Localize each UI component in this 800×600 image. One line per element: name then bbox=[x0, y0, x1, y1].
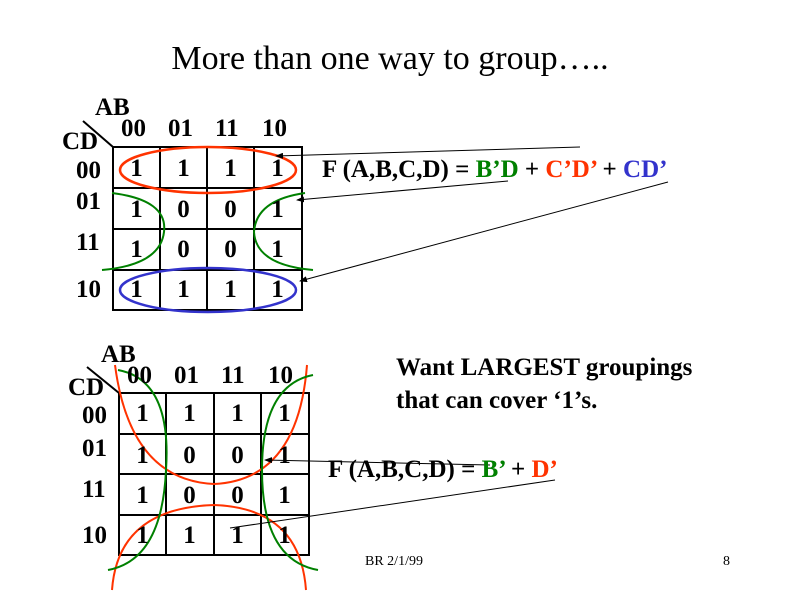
kmap-cell: 0 bbox=[183, 482, 196, 509]
kmap-cell: 0 bbox=[177, 196, 190, 223]
slide-title: More than one way to group….. bbox=[171, 40, 609, 77]
equation-top: F (A,B,C,D) = B’D + C’D’ + CD’ bbox=[322, 156, 667, 184]
kmap-bottom-row-label: 00 bbox=[82, 402, 107, 429]
kmap-bottom-col-label: 00 bbox=[127, 362, 152, 389]
equation-lhs: F (A,B,C,D) = bbox=[328, 456, 482, 483]
equation-lhs: F (A,B,C,D) = bbox=[322, 156, 476, 183]
kmap-cell: 1 bbox=[130, 196, 143, 223]
kmap-bottom-row-var: CD bbox=[68, 374, 105, 401]
kmap-bottom-col-label: 11 bbox=[221, 362, 245, 389]
kmap-cell: 1 bbox=[278, 442, 291, 469]
group-d-prime-top bbox=[114, 364, 308, 486]
kmap-cell: 1 bbox=[183, 400, 196, 427]
footer-author-date: BR 2/1/99 bbox=[365, 554, 423, 569]
kmap-bottom-col-label: 10 bbox=[268, 362, 293, 389]
group-b-prime-left bbox=[107, 369, 168, 571]
kmap-bottom-grid bbox=[86, 366, 310, 556]
kmap-cell: 1 bbox=[130, 236, 143, 263]
kmap-cell: 1 bbox=[130, 155, 143, 182]
kmap-cell: 0 bbox=[177, 236, 190, 263]
plus: + bbox=[518, 156, 546, 183]
kmap-top-row-label: 01 bbox=[76, 188, 101, 215]
kmap-cell: 1 bbox=[136, 400, 149, 427]
kmap-cell: 1 bbox=[224, 276, 237, 303]
kmap-cell: 0 bbox=[231, 442, 244, 469]
kmap-top-col-label: 10 bbox=[262, 115, 287, 142]
kmap-cell: 1 bbox=[136, 482, 149, 509]
kmap-cell: 0 bbox=[231, 482, 244, 509]
kmap-bottom-col-var: AB bbox=[101, 341, 136, 368]
kmap-cell: 1 bbox=[271, 236, 284, 263]
kmap-top-row-var: CD bbox=[62, 128, 99, 155]
term-cdprime: CD’ bbox=[623, 156, 668, 183]
kmap-cell: 1 bbox=[136, 442, 149, 469]
kmap-cell: 1 bbox=[224, 155, 237, 182]
page-number: 8 bbox=[723, 554, 730, 569]
kmap-top-grid bbox=[82, 120, 303, 311]
kmap-cell: 1 bbox=[177, 155, 190, 182]
kmap-cell: 1 bbox=[278, 522, 291, 549]
term-bd: B’D bbox=[475, 156, 519, 183]
group-cd-prime-top bbox=[118, 145, 298, 195]
kmap-cell: 1 bbox=[271, 276, 284, 303]
note-line-1: Want LARGEST groupings bbox=[396, 354, 693, 381]
term-bprime: B’ bbox=[481, 456, 505, 483]
plus: + bbox=[504, 456, 532, 483]
kmap-top-row-label: 10 bbox=[76, 276, 101, 303]
kmap-cell: 1 bbox=[278, 482, 291, 509]
group-bd-right bbox=[252, 192, 314, 271]
kmap-bottom-row-label: 01 bbox=[82, 435, 107, 462]
kmap-cell: 1 bbox=[231, 522, 244, 549]
kmap-cell: 0 bbox=[224, 236, 237, 263]
group-d-prime-bottom bbox=[111, 503, 307, 591]
kmap-top-col-label: 01 bbox=[168, 115, 193, 142]
kmap-top-row-label: 00 bbox=[76, 157, 101, 184]
group-b-prime-right bbox=[260, 374, 319, 571]
group-cd-prime-bottom bbox=[118, 266, 298, 314]
kmap-cell: 1 bbox=[231, 400, 244, 427]
kmap-cell: 1 bbox=[130, 276, 143, 303]
kmap-top-col-label: 11 bbox=[215, 115, 239, 142]
kmap-cell: 1 bbox=[183, 522, 196, 549]
kmap-bottom-row-label: 10 bbox=[82, 522, 107, 549]
kmap-top-col-label: 00 bbox=[121, 115, 146, 142]
group-bd-left bbox=[101, 192, 166, 271]
term-cprime-dprime: C’D’ bbox=[545, 156, 597, 183]
kmap-top-row-label: 11 bbox=[76, 229, 100, 256]
kmap-bottom-col-label: 01 bbox=[174, 362, 199, 389]
kmap-cell: 0 bbox=[183, 442, 196, 469]
kmap-cell: 1 bbox=[136, 522, 149, 549]
plus: + bbox=[596, 156, 624, 183]
kmap-cell: 1 bbox=[271, 155, 284, 182]
kmap-cell: 1 bbox=[278, 400, 291, 427]
note-line-2: that can cover ‘1’s. bbox=[396, 387, 598, 414]
term-dprime: D’ bbox=[531, 456, 558, 483]
equation-bottom: F (A,B,C,D) = B’ + D’ bbox=[328, 456, 558, 484]
kmap-top-col-var: AB bbox=[95, 94, 130, 121]
kmap-cell: 0 bbox=[224, 196, 237, 223]
kmap-cell: 1 bbox=[177, 276, 190, 303]
kmap-cell: 1 bbox=[271, 196, 284, 223]
kmap-bottom-row-label: 11 bbox=[82, 476, 106, 503]
